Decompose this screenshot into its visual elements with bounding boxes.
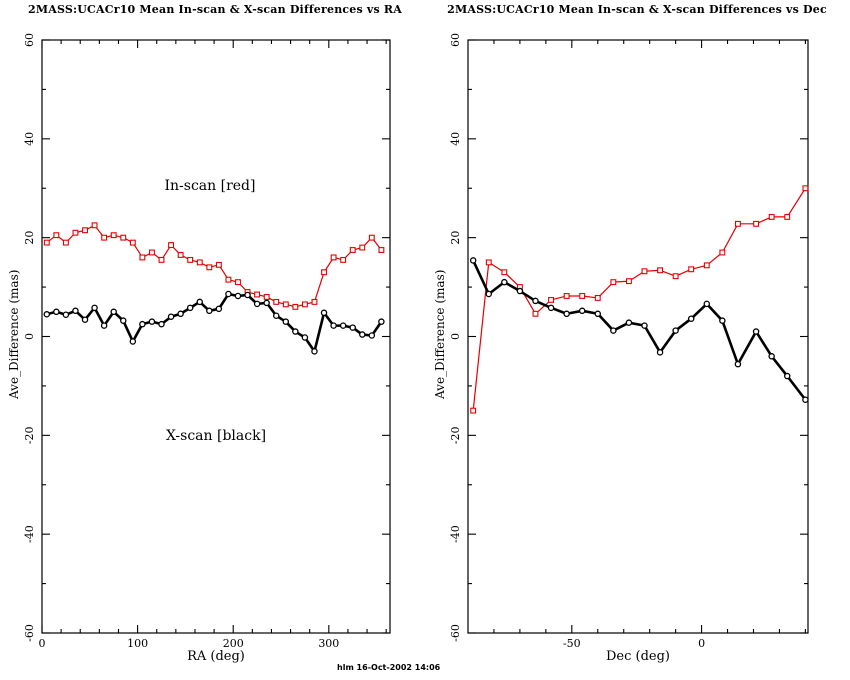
left-chart-title: 2MASS:UCACr10 Mean In-scan & X-scan Diff… bbox=[27, 3, 403, 16]
svg-text:0: 0 bbox=[39, 637, 46, 650]
left-y-axis-label: Ave_Difference (mas) bbox=[7, 269, 21, 399]
svg-text:60: 60 bbox=[23, 33, 36, 47]
timestamp: hlm 16-Oct-2002 14:06 bbox=[337, 663, 441, 672]
svg-text:200: 200 bbox=[223, 637, 244, 650]
svg-text:-40: -40 bbox=[449, 525, 462, 543]
svg-text:0: 0 bbox=[23, 333, 36, 340]
svg-text:-20: -20 bbox=[449, 426, 462, 444]
svg-text:60: 60 bbox=[449, 33, 462, 47]
in-scan-legend-label: In-scan [red] bbox=[164, 178, 256, 194]
svg-text:-60: -60 bbox=[449, 624, 462, 642]
svg-text:-60: -60 bbox=[23, 624, 36, 642]
svg-text:0: 0 bbox=[449, 333, 462, 340]
svg-text:40: 40 bbox=[449, 132, 462, 146]
right-y-axis-label: Ave_Difference (mas) bbox=[433, 269, 447, 399]
svg-text:0: 0 bbox=[698, 637, 705, 650]
svg-text:-50: -50 bbox=[563, 637, 581, 650]
x-scan-legend-label: X-scan [black] bbox=[165, 428, 267, 444]
svg-text:-20: -20 bbox=[23, 426, 36, 444]
left-x-axis-label: RA (deg) bbox=[187, 649, 245, 664]
right-x-axis-label: Dec (deg) bbox=[605, 649, 670, 664]
svg-text:20: 20 bbox=[23, 231, 36, 245]
svg-text:40: 40 bbox=[23, 132, 36, 146]
right-chart-title: 2MASS:UCACr10 Mean In-scan & X-scan Diff… bbox=[447, 3, 827, 16]
svg-text:-40: -40 bbox=[23, 525, 36, 543]
svg-text:20: 20 bbox=[449, 231, 462, 245]
svg-text:300: 300 bbox=[318, 637, 339, 650]
svg-text:100: 100 bbox=[127, 637, 148, 650]
